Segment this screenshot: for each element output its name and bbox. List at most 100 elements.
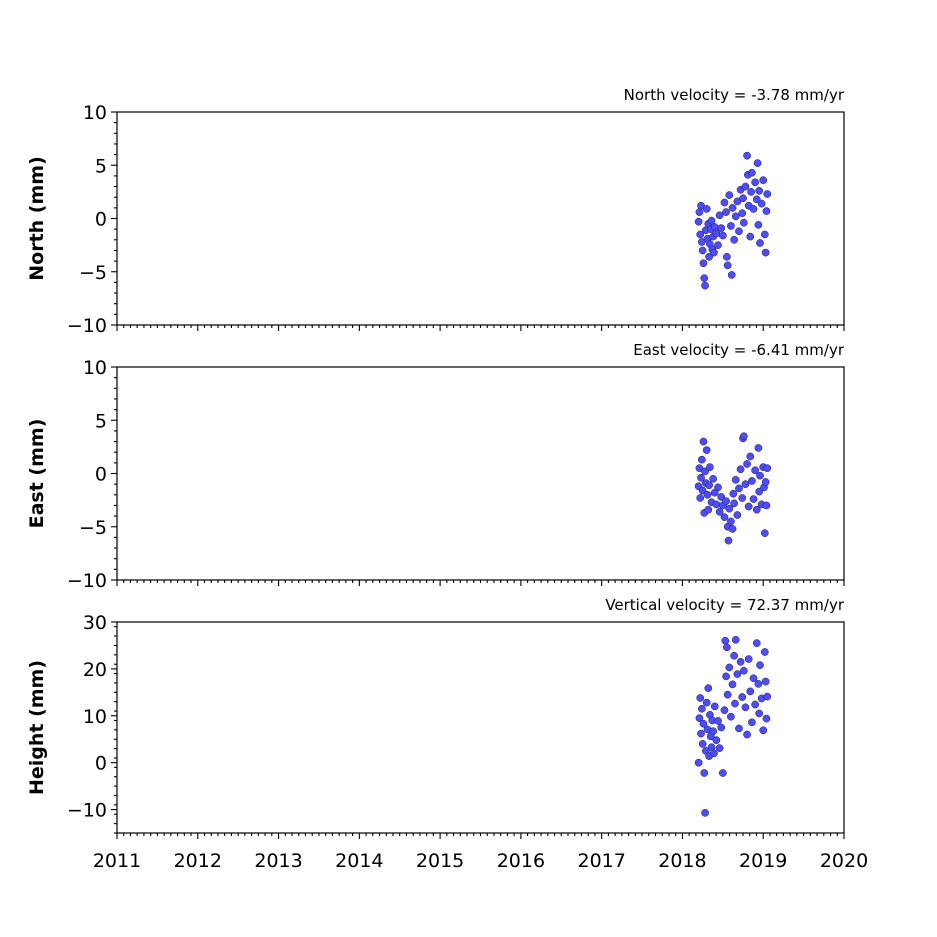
north-data-point	[749, 205, 758, 213]
north-data-point	[701, 281, 709, 290]
height-data-point	[722, 672, 730, 681]
north-ylabel: North (mm)	[26, 156, 48, 281]
east-data-point	[712, 500, 721, 509]
height-data-point	[736, 658, 745, 666]
height-data-point	[754, 680, 763, 688]
height-data-point	[731, 635, 740, 644]
height-data-point	[701, 808, 709, 817]
east-data-point	[761, 478, 770, 486]
height-ytick-label: −10	[67, 800, 107, 822]
north-data-point	[728, 204, 737, 212]
east-data-point	[709, 474, 717, 483]
height-data-point	[725, 663, 734, 672]
height-data-point	[697, 729, 705, 738]
height-data-point	[715, 744, 724, 752]
north-data-point	[717, 224, 726, 232]
north-data-point	[698, 246, 707, 255]
east-data-point	[760, 529, 769, 537]
height-xtick-label: 2013	[254, 850, 302, 872]
east-data-point	[701, 467, 709, 476]
north-data-point	[707, 216, 716, 225]
north-data-point	[715, 211, 724, 220]
north-data-point	[731, 212, 740, 221]
north-data-point	[723, 261, 732, 270]
height-data-point	[730, 651, 738, 660]
height-xtick-label: 2016	[497, 850, 545, 872]
height-data-point	[728, 680, 737, 689]
height-velocity-annotation: Vertical velocity = 72.37 mm/yr	[605, 596, 845, 614]
height-xtick-label: 2017	[577, 850, 625, 872]
height-data-point	[760, 648, 769, 656]
east-data-point	[715, 507, 724, 516]
north-data-point	[753, 159, 762, 167]
east-data-point	[724, 536, 733, 545]
height-data-point	[710, 702, 719, 711]
north-ytick-label: −10	[67, 315, 107, 337]
height-data-point	[746, 687, 755, 696]
height-data-point	[695, 714, 704, 722]
height-data-point	[762, 714, 771, 723]
north-data-point	[747, 188, 755, 196]
north-data-point	[735, 227, 743, 236]
east-ytick-label: 0	[95, 464, 107, 486]
north-data-point	[755, 186, 764, 195]
east-data-point	[730, 499, 738, 508]
north-data-point	[759, 176, 768, 185]
east-ylabel: East (mm)	[26, 419, 48, 529]
east-ytick-label: 5	[95, 410, 107, 432]
north-data-point	[741, 182, 750, 191]
east-ytick-label: 10	[83, 357, 107, 379]
height-panel: −10 0 10 20 30 2011 2012 2013 2014 2015 2016 2017 20…	[26, 596, 868, 872]
east-data-point	[752, 505, 761, 514]
height-data-point	[720, 706, 729, 715]
height-xtick-label: 2015	[416, 850, 464, 872]
height-data-point	[710, 749, 718, 758]
height-data-point	[738, 693, 747, 701]
north-data-point	[763, 190, 772, 198]
height-xtick-label: 2018	[658, 850, 706, 872]
north-data-point	[705, 252, 713, 261]
east-data-point	[743, 460, 751, 468]
height-data-point	[733, 670, 742, 678]
east-data-point	[738, 494, 747, 502]
east-data-point	[704, 505, 713, 514]
east-data-point	[697, 455, 706, 464]
east-data-point	[720, 513, 729, 522]
height-xtick-label: 2012	[174, 850, 222, 872]
height-data-point	[761, 677, 770, 686]
east-data-point	[733, 511, 742, 519]
height-data-point	[763, 692, 772, 701]
east-velocity-annotation: East velocity = -6.41 mm/yr	[633, 341, 845, 359]
height-ytick-label: 10	[83, 706, 107, 728]
height-data-point	[743, 730, 751, 739]
height-data-point	[751, 700, 759, 709]
height-data-point	[704, 684, 713, 692]
north-panel: −10 −5 0 5 10 North (mm) North velocity = -3.7…	[26, 86, 845, 337]
east-data-point	[746, 452, 755, 461]
height-data-point	[698, 740, 707, 748]
north-ytick-label: 5	[95, 155, 107, 177]
north-data-point	[761, 248, 770, 257]
north-data-point	[757, 199, 766, 208]
north-data-point	[718, 231, 727, 240]
north-data-point	[694, 217, 703, 226]
north-data-point	[727, 271, 736, 279]
height-data-point	[717, 723, 726, 732]
east-panel: −10 −5 0 5 10 East (mm) East velocity = -6.41 …	[26, 341, 845, 592]
east-data-point	[698, 486, 707, 495]
north-data-point	[730, 235, 738, 244]
north-data-point	[738, 209, 747, 218]
height-xtick-label: 2019	[739, 850, 787, 872]
height-data-point	[697, 704, 706, 713]
north-data-point	[743, 151, 751, 160]
height-ylabel: Height (mm)	[26, 660, 48, 795]
height-data-point	[755, 709, 764, 718]
east-data-point	[731, 476, 740, 484]
height-ytick-label: 0	[95, 753, 107, 775]
east-ytick-label: −10	[67, 570, 107, 592]
north-velocity-annotation: North velocity = -3.78 mm/yr	[624, 86, 845, 104]
east-data-point	[754, 444, 763, 452]
east-data-point	[749, 495, 758, 503]
east-data-point	[762, 501, 771, 510]
height-data-point	[759, 726, 768, 735]
